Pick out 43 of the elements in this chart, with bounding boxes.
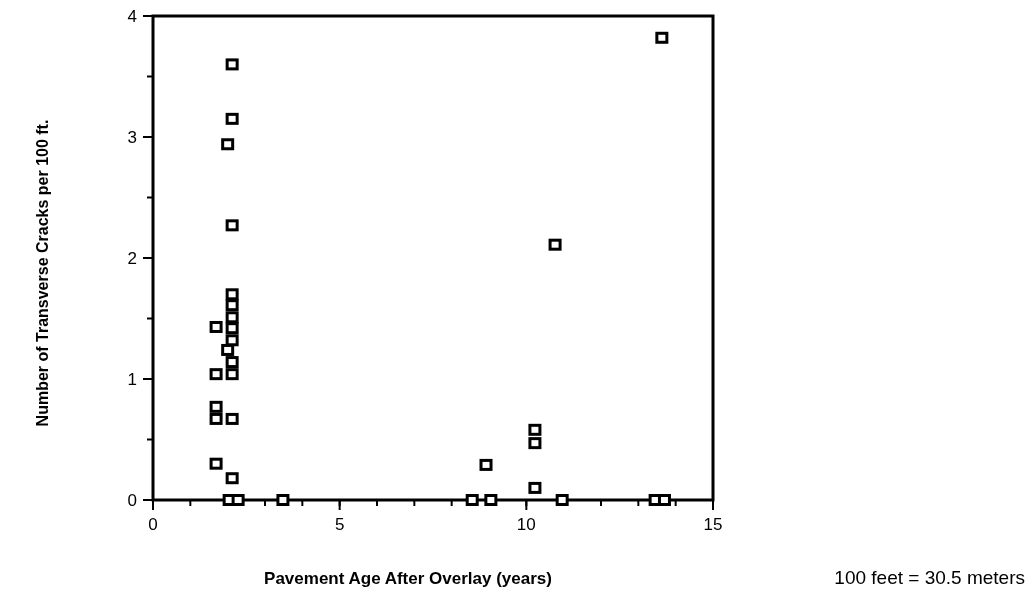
point <box>484 494 498 506</box>
point <box>225 58 239 71</box>
point <box>225 299 239 312</box>
y-tick-label: 1 <box>127 370 137 389</box>
text: 100 feet = 30.5 meters <box>834 567 1025 588</box>
point <box>225 472 239 485</box>
point <box>479 458 493 471</box>
point <box>225 322 239 335</box>
point <box>209 412 223 425</box>
point <box>231 494 245 506</box>
point <box>209 400 223 413</box>
y-tick-label: 2 <box>127 249 137 268</box>
point <box>225 288 239 301</box>
point <box>655 31 669 44</box>
point <box>555 494 569 506</box>
x-axis-title: Pavement Age After Overlay (years) <box>264 569 552 588</box>
x-tick-label: 10 <box>516 515 536 534</box>
point <box>657 494 671 506</box>
x-tick-label: 15 <box>703 515 723 534</box>
y-axis-title: Number of Transverse Cracks per 100 ft. <box>34 119 51 427</box>
point <box>209 320 223 333</box>
point <box>225 219 239 232</box>
y-tick-label: 0 <box>127 491 137 510</box>
y-tick-label: 4 <box>127 7 137 26</box>
point <box>209 368 223 381</box>
point <box>221 138 235 151</box>
y-tick-label: 3 <box>127 128 137 147</box>
point <box>276 494 290 506</box>
point <box>225 412 239 425</box>
point <box>225 311 239 324</box>
point <box>209 457 223 470</box>
point <box>528 481 542 494</box>
point <box>225 368 239 381</box>
x-tick-label: 0 <box>148 515 158 534</box>
point <box>225 334 239 347</box>
point <box>225 112 239 125</box>
x-tick-label: 5 <box>334 515 345 534</box>
point <box>465 494 479 506</box>
point <box>528 437 542 450</box>
point <box>225 356 239 369</box>
point <box>548 238 562 251</box>
point <box>221 343 235 356</box>
point <box>528 423 542 436</box>
